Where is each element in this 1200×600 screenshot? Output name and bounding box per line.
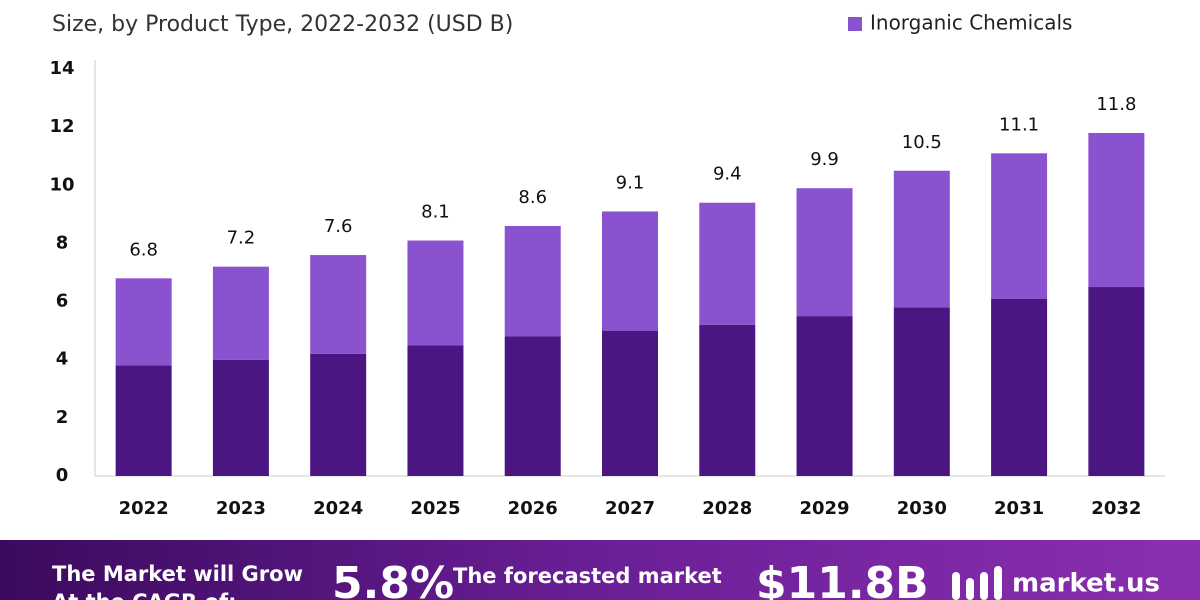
total-label: 11.8 (1096, 94, 1136, 115)
x-tick-label: 2027 (605, 498, 655, 519)
total-label: 7.6 (324, 216, 353, 237)
x-tick-label: 2032 (1091, 498, 1141, 519)
bar-segment (212, 359, 269, 476)
bar-segment (504, 225, 561, 337)
y-tick-label: 8 (56, 232, 69, 253)
y-tick-label: 6 (56, 291, 69, 312)
bar-segment (796, 316, 853, 476)
y-tick-label: 12 (49, 116, 74, 137)
total-label: 8.6 (518, 187, 547, 208)
y-tick-label: 14 (49, 58, 74, 79)
bar-segment (602, 330, 658, 476)
total-label: 6.8 (129, 239, 158, 260)
legend-swatch (848, 17, 862, 31)
bar-segment (310, 353, 367, 476)
x-tick-label: 2030 (897, 498, 947, 519)
y-tick-label: 2 (56, 407, 69, 428)
banner-text: The Market will Grow At the CAGR of: 5.8… (52, 558, 1160, 600)
bar-segment (602, 211, 658, 331)
total-label: 8.1 (421, 202, 450, 223)
x-tick-label: 2026 (508, 498, 558, 519)
x-tick-label: 2029 (799, 498, 849, 519)
bar-segment (991, 153, 1048, 299)
banner-forecast: The forecasted market (453, 564, 722, 588)
bar-segment (407, 345, 464, 476)
bar-segment (1088, 287, 1145, 476)
total-label: 7.2 (227, 228, 256, 249)
y-tick-label: 0 (56, 465, 69, 486)
banner-cagr-label: At the CAGR of: (52, 590, 237, 600)
x-tick-label: 2024 (313, 498, 363, 519)
bar-segment (991, 298, 1048, 476)
bar-segment (407, 240, 464, 346)
total-label: 9.4 (713, 164, 742, 185)
bar-segment (796, 188, 853, 317)
total-label: 11.1 (999, 114, 1039, 135)
bar-segment (1088, 132, 1145, 288)
banner-cagr: 5.8% (332, 558, 454, 600)
bar-segment (893, 170, 950, 308)
banner-market-value: $11.8B (756, 558, 929, 600)
y-tick-label: 4 (56, 349, 69, 370)
y-tick-label: 10 (49, 174, 74, 195)
bar-segment (115, 365, 172, 476)
x-tick-label: 2025 (410, 498, 460, 519)
x-tick-label: 2028 (702, 498, 752, 519)
bar-segment (310, 255, 367, 354)
x-tick-label: 2023 (216, 498, 266, 519)
banner-grow: The Market will Grow (52, 562, 303, 586)
bar-segment (115, 278, 172, 366)
x-tick-label: 2022 (119, 498, 169, 519)
brand-logo (952, 566, 1002, 600)
total-label: 9.1 (616, 172, 645, 193)
bar-segment (212, 266, 269, 360)
bar-segment (699, 202, 756, 325)
banner-brand: market.us (1012, 569, 1160, 599)
plot: 0 2 4 6 8 10 12 14 6.8 2022 7.2 2023 7.6 2024 8.1 2025 8… (49, 58, 1145, 519)
bar-segment (504, 336, 561, 476)
bar-segment (893, 307, 950, 476)
total-label: 10.5 (902, 132, 942, 153)
bar-segment (699, 324, 756, 476)
legend-label: Inorganic Chemicals (870, 11, 1072, 35)
total-label: 9.9 (810, 149, 839, 170)
x-tick-label: 2031 (994, 498, 1044, 519)
chart-title: Size, by Product Type, 2022-2032 (USD B) (52, 12, 513, 37)
